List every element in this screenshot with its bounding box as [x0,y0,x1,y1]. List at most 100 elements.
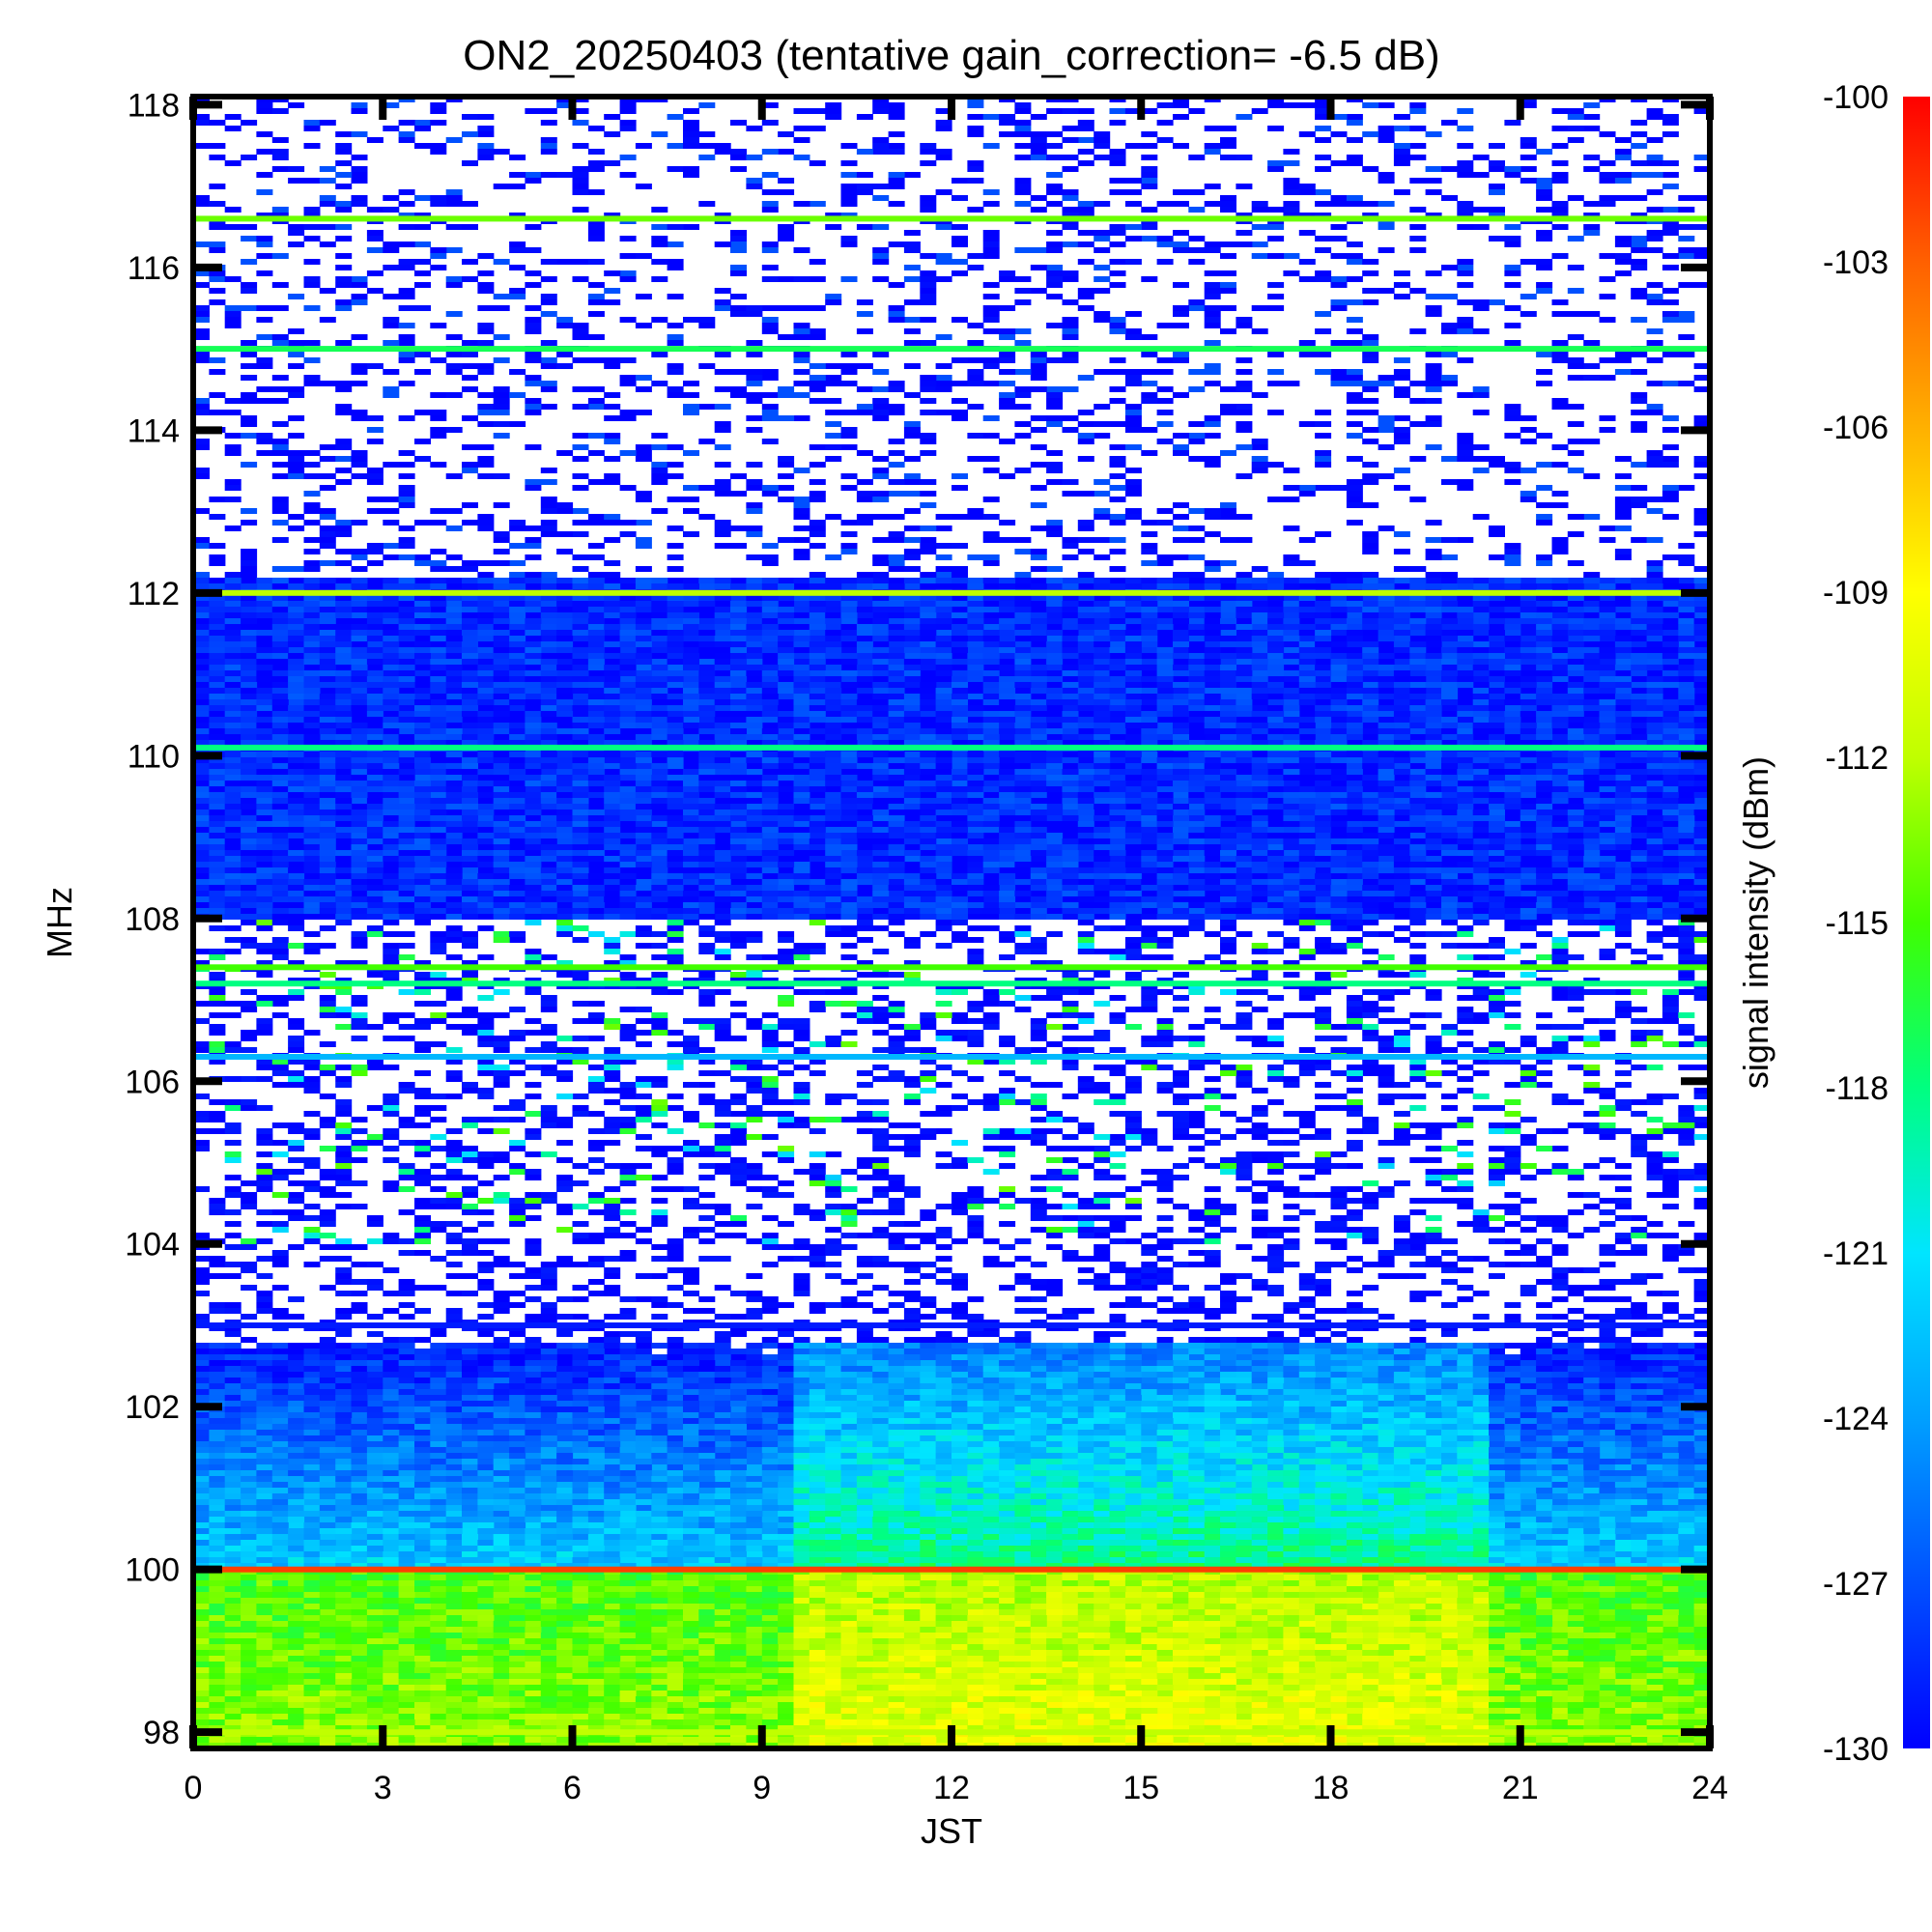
heatmap-cell-group [1409,723,1427,728]
heatmap-cell-group [351,1128,368,1134]
heatmap-cell-group [1141,885,1158,891]
heatmap-cell-group [730,583,747,589]
heatmap-cell-group [1567,856,1584,862]
heatmap-cell-group [1409,891,1427,896]
heatmap-cell-group [1457,1018,1474,1024]
heatmap-cell-group [493,862,510,867]
heatmap-cell-group [572,404,1253,410]
heatmap-cell-group [714,624,731,630]
heatmap-cell-group [1141,717,1158,723]
heatmap-cell-group [952,699,968,705]
heatmap-cell-group [1662,554,1679,560]
heatmap-cell-group [809,653,826,659]
heatmap-cell-group [1362,259,1379,265]
heatmap-cell-group [1156,728,1174,734]
heatmap-cell-group [1599,670,1616,676]
heatmap-cell-group [888,688,905,694]
heatmap-cell-group [335,989,353,995]
heatmap-cell-group [856,925,873,931]
heatmap-cell-group [840,798,858,804]
heatmap-cell-group [241,375,258,381]
heatmap-cell-group [761,908,779,914]
heatmap-cell-group [1646,723,1663,728]
heatmap-cell-group [920,798,952,804]
heatmap-cell-group [935,1151,952,1157]
heatmap-cell-group [1662,879,1679,885]
heatmap-cell-group [525,618,542,624]
heatmap-cell-group [319,885,336,891]
heatmap-cell-group [920,688,1427,694]
heatmap-cell-group [778,862,795,867]
heatmap-cell-group [556,1094,574,1099]
heatmap-cell-group [730,624,747,630]
heatmap-cell-group [430,949,447,954]
heatmap-cell-group [462,583,478,589]
heatmap-cell-group [366,752,384,757]
heatmap-cell-group [1220,937,1236,943]
heatmap-cell-group [825,763,842,769]
heatmap-cell-group [1362,850,1379,856]
heatmap-cell-group [1173,879,1189,885]
heatmap-cell-group [224,160,1663,166]
heatmap-cell-group [209,810,1663,815]
heatmap-cell-group [1188,572,1206,578]
heatmap-cell-group [1298,752,1316,757]
heatmap-cell-group [1362,833,1379,838]
heatmap-cell-group [1646,833,1663,838]
heatmap-cell-group [1109,120,1126,126]
heatmap-cell-group [1251,838,1268,844]
heatmap-cell-group [1220,769,1236,775]
heatmap-cell-group [1204,862,1221,867]
heatmap-cell-group [1124,838,1142,844]
heatmap-cell-group [1441,1146,1458,1151]
heatmap-cell-group [1251,862,1268,867]
heatmap-cell-group [1457,659,1474,665]
heatmap-cell-group [319,856,336,862]
heatmap-cell-group [1536,815,1553,821]
heatmap-cell-group [398,954,415,960]
heatmap-cell-group [1251,305,1268,311]
heatmap-cell-group [683,531,699,537]
heatmap-cell-group [1614,873,1632,879]
heatmap-cell-group [493,184,510,189]
heatmap-cell-group [1425,583,1442,589]
heatmap-cell-group [256,149,1632,155]
heatmap-cell-group [271,439,1584,444]
heatmap-cell-group [1315,636,1395,641]
heatmap-cell-group [793,554,810,560]
heatmap-cell-group [920,856,937,862]
heatmap-cell-group [193,1111,210,1117]
heatmap-cell-group [746,630,763,636]
heatmap-cell-group [430,595,447,601]
heatmap-cell-group [667,694,684,699]
heatmap-cell-group [1298,856,1410,862]
heatmap-cell-group [525,270,542,276]
heatmap-cell-group [888,717,905,723]
heatmap-cell-group [1393,694,1410,699]
heatmap-cell-group [445,1157,463,1163]
heatmap-cell-group [952,1030,968,1036]
heatmap-cell-group [1614,804,1632,810]
heatmap-cell-group [1472,989,1490,995]
heatmap-cell-group [888,711,905,717]
heatmap-cell-group [271,850,289,856]
heatmap-cell-group [224,323,1521,328]
heatmap-cell-group [1156,757,1174,763]
heatmap-cell-group [1141,601,1158,607]
heatmap-cell-group [1251,763,1268,769]
heatmap-cell-group [714,815,795,821]
heatmap-cell-group [288,618,305,624]
heatmap-cell-group [209,896,226,902]
heatmap-cell-group [1378,1094,1395,1099]
heatmap-cell-group [1583,908,1601,914]
heatmap-cell-group [509,288,526,294]
heatmap-cell-group [714,896,1442,902]
heatmap-cell-group [477,404,495,410]
heatmap-cell-group [1472,902,1490,908]
heatmap-cell-group [1251,723,1268,728]
heatmap-cell-group [903,641,921,647]
heatmap-cell-group [1599,601,1616,607]
heatmap-cell-group [825,682,842,688]
heatmap-cell-group [398,879,415,885]
heatmap-cell-group [303,624,321,630]
